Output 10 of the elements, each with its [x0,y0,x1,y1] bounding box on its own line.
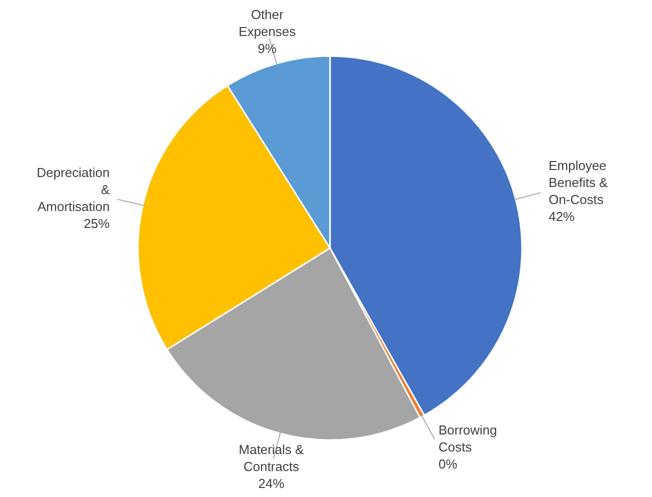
slice-label: Employee Benefits & On-Costs [548,158,608,208]
slice-label: Borrowing Costs [438,422,498,454]
slice-label: Depreciation & Amortisation [36,165,110,214]
data-label: 24% [258,476,285,492]
data-label: 25% [84,216,110,232]
slice-label: Other Expenses [238,6,296,39]
slice-label: Materials & Contracts [238,442,304,474]
data-label: 0% [438,456,458,472]
data-label: 9% [258,40,278,56]
data-label: 42% [548,209,576,224]
